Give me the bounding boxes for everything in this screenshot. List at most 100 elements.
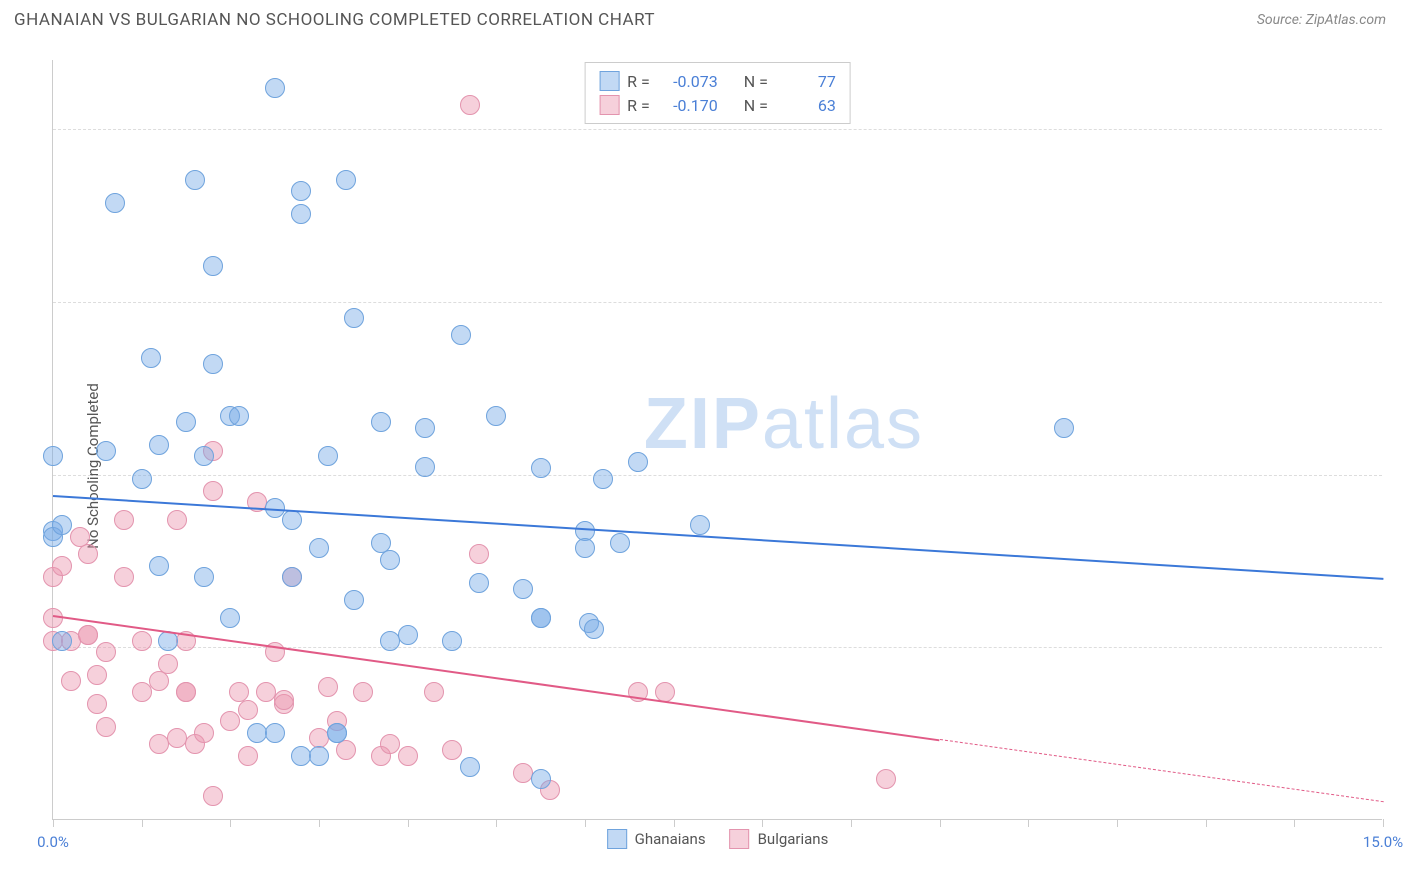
scatter-point-ghanaians <box>291 204 311 224</box>
y-tick-label: 1.5% <box>1392 638 1406 656</box>
scatter-point-ghanaians <box>265 723 285 743</box>
legend-swatch <box>730 829 750 849</box>
scatter-point-bulgarians <box>203 481 223 501</box>
scatter-point-ghanaians <box>282 510 302 530</box>
x-tick <box>762 819 763 827</box>
scatter-point-bulgarians <box>220 711 240 731</box>
legend-series-item: Ghanaians <box>607 829 706 849</box>
scatter-point-ghanaians <box>380 550 400 570</box>
watermark-atlas: atlas <box>762 384 924 464</box>
scatter-point-bulgarians <box>380 734 400 754</box>
scatter-point-bulgarians <box>78 625 98 645</box>
x-tick <box>674 819 675 827</box>
scatter-point-bulgarians <box>194 723 214 743</box>
scatter-point-bulgarians <box>132 682 152 702</box>
scatter-point-ghanaians <box>176 412 196 432</box>
scatter-point-ghanaians <box>265 78 285 98</box>
scatter-point-bulgarians <box>460 95 480 115</box>
scatter-point-bulgarians <box>876 769 896 789</box>
scatter-point-ghanaians <box>610 533 630 553</box>
legend-swatch <box>599 71 619 91</box>
legend-r-value: -0.170 <box>658 96 718 115</box>
scatter-point-bulgarians <box>78 544 98 564</box>
legend-r-value: -0.073 <box>658 72 718 91</box>
scatter-point-ghanaians <box>291 181 311 201</box>
scatter-point-ghanaians <box>220 608 240 628</box>
scatter-point-bulgarians <box>158 654 178 674</box>
chart-title: GHANAIAN VS BULGARIAN NO SCHOOLING COMPL… <box>14 10 655 30</box>
scatter-point-bulgarians <box>238 746 258 766</box>
legend-r-label: R = <box>627 72 650 91</box>
x-tick <box>940 819 941 827</box>
scatter-point-bulgarians <box>442 740 462 760</box>
scatter-point-bulgarians <box>167 510 187 530</box>
scatter-point-ghanaians <box>141 348 161 368</box>
scatter-point-ghanaians <box>531 608 551 628</box>
scatter-point-bulgarians <box>318 677 338 697</box>
scatter-point-ghanaians <box>149 556 169 576</box>
watermark: ZIPatlas <box>644 383 924 465</box>
legend-n-value: 77 <box>776 72 836 91</box>
watermark-zip: ZIP <box>644 384 762 464</box>
x-tick-label-right: 15.0% <box>1363 833 1403 851</box>
scatter-point-ghanaians <box>194 567 214 587</box>
scatter-point-bulgarians <box>114 510 134 530</box>
scatter-point-bulgarians <box>96 717 116 737</box>
plot-region: ZIPatlas R =-0.073N =77R =-0.170N =63 Gh… <box>52 60 1382 820</box>
x-tick <box>408 819 409 827</box>
scatter-point-bulgarians <box>336 740 356 760</box>
scatter-point-bulgarians <box>96 642 116 662</box>
scatter-point-ghanaians <box>96 441 116 461</box>
scatter-point-ghanaians <box>531 769 551 789</box>
scatter-point-bulgarians <box>132 631 152 651</box>
scatter-point-ghanaians <box>336 170 356 190</box>
legend-swatch <box>607 829 627 849</box>
scatter-point-bulgarians <box>114 567 134 587</box>
x-tick <box>142 819 143 827</box>
legend-correlation: R =-0.073N =77R =-0.170N =63 <box>584 62 851 124</box>
scatter-point-bulgarians <box>398 746 418 766</box>
legend-series-label: Bulgarians <box>758 830 829 848</box>
gridline-h <box>53 129 1382 130</box>
scatter-point-bulgarians <box>274 690 294 710</box>
scatter-point-ghanaians <box>531 458 551 478</box>
x-tick <box>496 819 497 827</box>
scatter-point-bulgarians <box>238 700 258 720</box>
scatter-point-ghanaians <box>132 469 152 489</box>
x-tick <box>1383 819 1384 827</box>
x-tick <box>1117 819 1118 827</box>
scatter-point-ghanaians <box>469 573 489 593</box>
trend-line <box>940 739 1383 802</box>
x-tick <box>585 819 586 827</box>
scatter-point-bulgarians <box>353 682 373 702</box>
scatter-point-ghanaians <box>203 256 223 276</box>
scatter-point-ghanaians <box>282 567 302 587</box>
scatter-point-ghanaians <box>203 354 223 374</box>
x-tick <box>1294 819 1295 827</box>
scatter-point-ghanaians <box>415 457 435 477</box>
legend-series-label: Ghanaians <box>635 830 706 848</box>
scatter-point-bulgarians <box>52 556 72 576</box>
scatter-point-ghanaians <box>149 435 169 455</box>
y-tick-label: 4.5% <box>1392 293 1406 311</box>
scatter-point-ghanaians <box>371 412 391 432</box>
legend-r-label: R = <box>627 96 650 115</box>
x-tick <box>230 819 231 827</box>
scatter-point-ghanaians <box>309 746 329 766</box>
scatter-point-ghanaians <box>690 515 710 535</box>
x-tick <box>319 819 320 827</box>
scatter-point-bulgarians <box>203 786 223 806</box>
scatter-point-bulgarians <box>469 544 489 564</box>
legend-correlation-row: R =-0.170N =63 <box>599 93 836 117</box>
legend-series: Ghanaians Bulgarians <box>607 829 829 849</box>
scatter-point-ghanaians <box>513 579 533 599</box>
scatter-point-ghanaians <box>344 308 364 328</box>
scatter-point-ghanaians <box>584 619 604 639</box>
scatter-point-bulgarians <box>424 682 444 702</box>
chart-area: No Schooling Completed ZIPatlas R =-0.07… <box>0 40 1406 892</box>
scatter-point-ghanaians <box>229 406 249 426</box>
x-tick <box>851 819 852 827</box>
trend-line <box>53 495 1383 580</box>
scatter-point-ghanaians <box>344 590 364 610</box>
scatter-point-ghanaians <box>52 515 72 535</box>
